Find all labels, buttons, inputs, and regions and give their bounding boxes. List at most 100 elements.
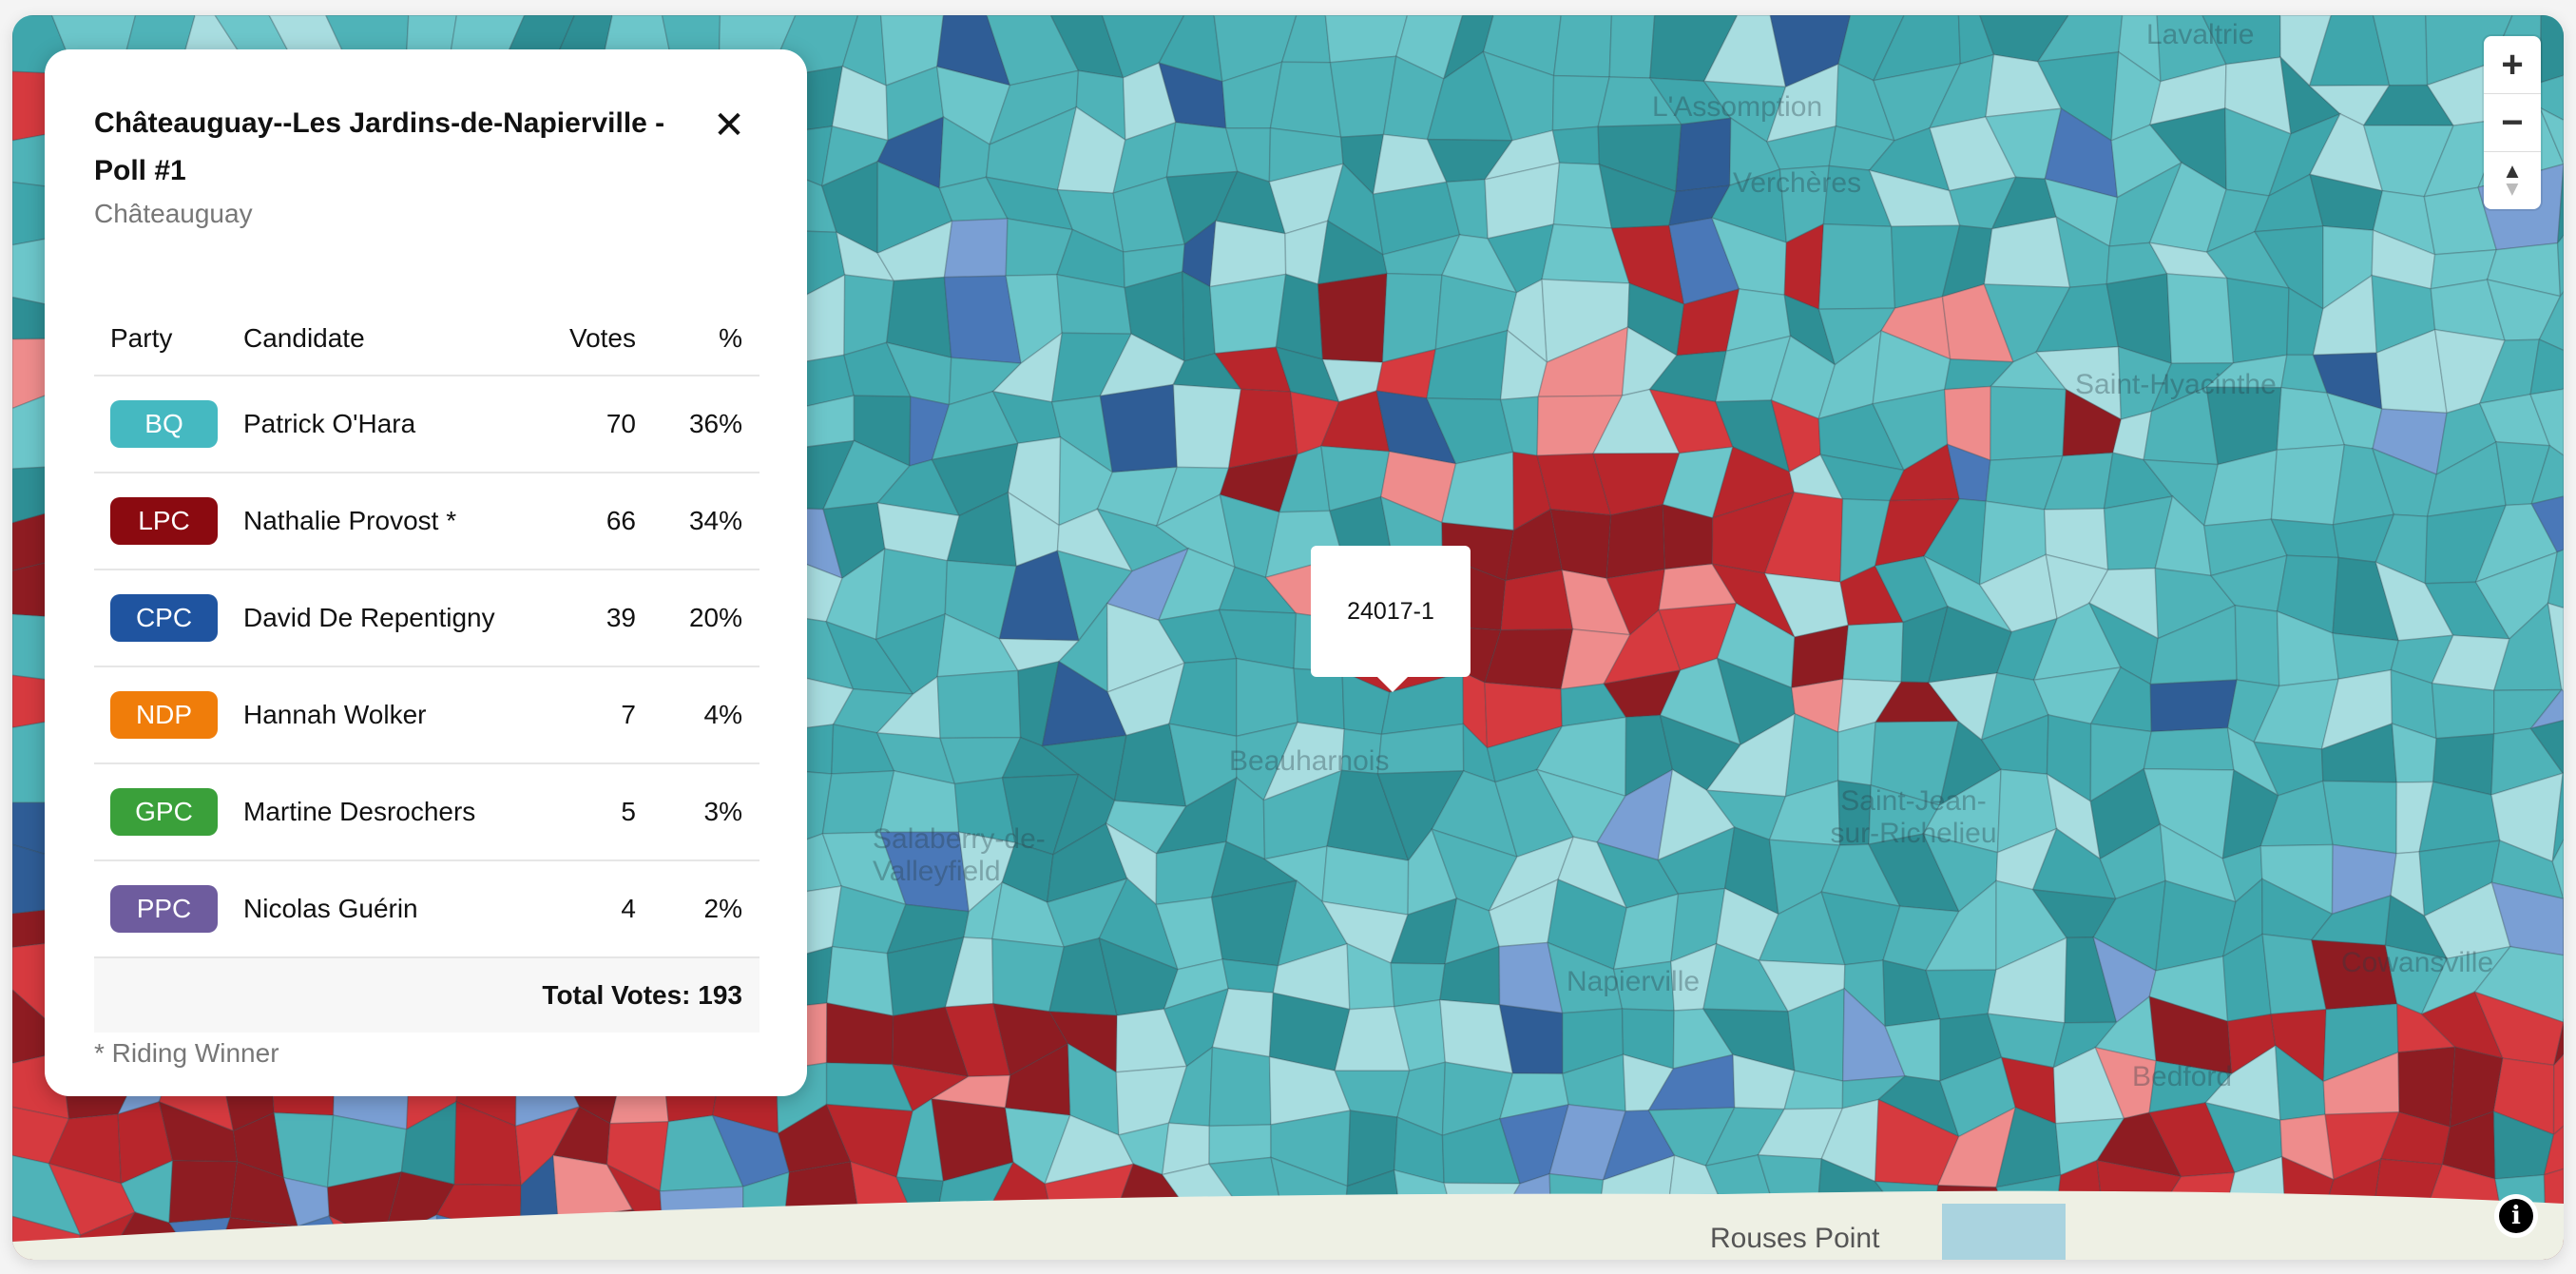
polling-division[interactable] (936, 669, 1022, 740)
vote-count: 39 (552, 569, 637, 667)
polling-division[interactable] (2143, 726, 2235, 771)
polling-division[interactable] (1221, 958, 1279, 994)
polling-division[interactable] (2556, 164, 2564, 246)
polling-division[interactable] (2490, 881, 2565, 956)
riding-winner-note: * Riding Winner (94, 1038, 279, 1068)
place-label: Beauharnois (1229, 745, 1390, 777)
header-candidate: Candidate (242, 301, 553, 376)
polling-division[interactable] (2539, 15, 2564, 84)
polling-division[interactable] (1817, 222, 1896, 311)
candidate-name: Nicolas Guérin (242, 860, 553, 958)
polling-division[interactable] (2226, 277, 2290, 364)
compass-south-icon: ▲ (2502, 179, 2523, 203)
polling-division[interactable] (1208, 1046, 1272, 1128)
polling-division[interactable] (1317, 272, 1388, 363)
panel-title: Châteauguay--Les Jardins-de-Napierville … (94, 107, 665, 186)
candidate-name: Patrick O'Hara (242, 376, 553, 473)
polling-division[interactable] (2547, 549, 2564, 609)
polling-division[interactable] (2547, 602, 2564, 693)
party-badge: CPC (110, 594, 218, 642)
vote-percent: 20% (637, 569, 759, 667)
party-badge: BQ (110, 400, 218, 448)
candidate-name: Martine Desrochers (242, 763, 553, 861)
polling-division[interactable] (2431, 682, 2495, 740)
table-row: NDP Hannah Wolker 7 4% (94, 666, 759, 764)
polling-division[interactable] (2473, 945, 2564, 1024)
compass-icon: ▲ (2502, 159, 2523, 183)
polling-division[interactable] (943, 218, 1009, 279)
polling-division[interactable] (2538, 290, 2564, 352)
vote-count: 5 (552, 763, 637, 861)
polling-division[interactable] (1269, 61, 1342, 139)
polling-division[interactable] (2530, 495, 2564, 553)
info-button[interactable]: i (2494, 1194, 2538, 1238)
zoom-in-button[interactable]: + (2484, 36, 2541, 94)
polling-division[interactable] (1605, 503, 1666, 580)
polling-division[interactable] (1552, 15, 1613, 78)
table-header: Party Candidate Votes % (94, 301, 759, 376)
close-icon[interactable]: ✕ (713, 105, 745, 146)
table-row: PPC Nicolas Guérin 4 2% (94, 860, 759, 958)
polling-division[interactable] (1293, 667, 1345, 730)
poll-details-panel: Châteauguay--Les Jardins-de-Napierville … (45, 49, 807, 1096)
results-table: Party Candidate Votes % BQ Patrick O'Har… (94, 301, 759, 1033)
info-icon: i (2499, 1199, 2533, 1233)
polling-division[interactable] (2166, 273, 2235, 365)
polling-division[interactable] (1484, 628, 1574, 690)
vote-percent: 34% (637, 473, 759, 570)
polling-division[interactable] (2149, 679, 2239, 733)
polling-division[interactable] (273, 1111, 335, 1188)
poll-tooltip: 24017-1 (1311, 546, 1471, 692)
polling-division[interactable] (2529, 338, 2564, 396)
zoom-out-button[interactable]: − (2484, 94, 2541, 152)
polling-division[interactable] (168, 1160, 239, 1224)
polling-division[interactable] (1381, 272, 1443, 364)
party-badge: PPC (110, 885, 218, 933)
polling-division[interactable] (2538, 106, 2564, 175)
vote-count: 7 (552, 666, 637, 764)
place-label: Napierville (1567, 966, 1701, 997)
polling-division[interactable] (1209, 273, 1287, 355)
vote-count: 70 (552, 376, 637, 473)
polling-division[interactable] (2322, 780, 2398, 855)
polling-division[interactable] (2528, 688, 2565, 730)
place-label: Cowansville (2341, 947, 2494, 978)
place-label: Bedford (2132, 1061, 2233, 1092)
polling-division[interactable] (1324, 15, 1409, 64)
place-label: Lavaltrie (2146, 19, 2255, 50)
polling-division[interactable] (1990, 385, 2067, 461)
lake-champlain (1942, 1204, 2066, 1260)
polling-division[interactable] (1608, 15, 1656, 79)
polling-division[interactable] (2529, 719, 2565, 775)
polling-division[interactable] (2551, 772, 2564, 862)
polling-division[interactable] (2552, 1052, 2564, 1136)
table-row: CPC David De Repentigny 39 20% (94, 569, 759, 667)
polling-division[interactable] (1675, 117, 1732, 193)
vote-percent: 2% (637, 860, 759, 958)
polling-division[interactable] (2530, 444, 2564, 506)
polling-division[interactable] (1099, 383, 1179, 473)
polling-division[interactable] (1842, 621, 1904, 683)
polling-division[interactable] (2529, 388, 2564, 457)
polling-division[interactable] (2551, 840, 2564, 913)
place-label: Saint-Jean-sur-Richelieu (1830, 785, 1997, 849)
place-label: Saint-Hyacinthe (2075, 369, 2277, 400)
vote-percent: 3% (637, 763, 759, 861)
polling-division[interactable] (2543, 1125, 2565, 1176)
polling-division[interactable] (1983, 216, 2071, 289)
candidate-name: David De Repentigny (242, 569, 553, 667)
polling-division[interactable] (2234, 605, 2280, 687)
vote-percent: 36% (637, 376, 759, 473)
vote-count: 4 (552, 860, 637, 958)
polling-division[interactable] (2270, 444, 2346, 526)
polling-division[interactable] (2552, 1018, 2564, 1069)
basemap-place-label: Rouses Point (1710, 1223, 1880, 1254)
polling-division[interactable] (2556, 234, 2564, 299)
map-navigation-control: + − ▲ ▲ (2484, 36, 2541, 209)
compass-button[interactable]: ▲ ▲ (2484, 152, 2541, 209)
polling-division[interactable] (1551, 125, 1601, 165)
polling-division[interactable] (1500, 569, 1574, 631)
header-votes: Votes (552, 301, 637, 376)
polling-division[interactable] (1836, 721, 1877, 786)
header-party: Party (94, 301, 242, 376)
